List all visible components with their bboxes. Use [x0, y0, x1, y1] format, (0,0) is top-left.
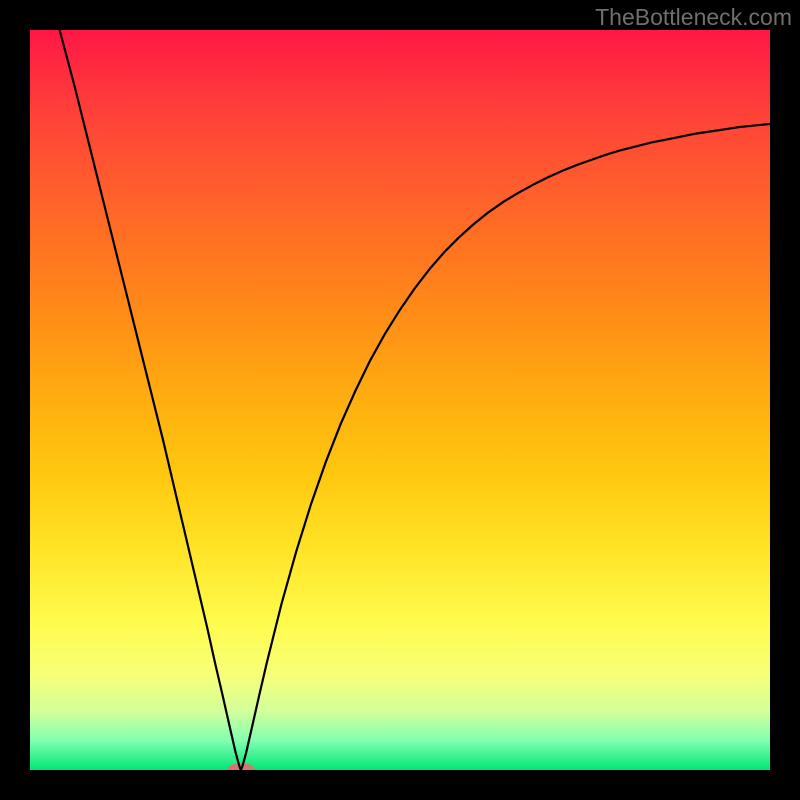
- watermark-text: TheBottleneck.com: [595, 4, 792, 31]
- bottleneck-chart-svg: [0, 0, 800, 800]
- chart-container: TheBottleneck.com: [0, 0, 800, 800]
